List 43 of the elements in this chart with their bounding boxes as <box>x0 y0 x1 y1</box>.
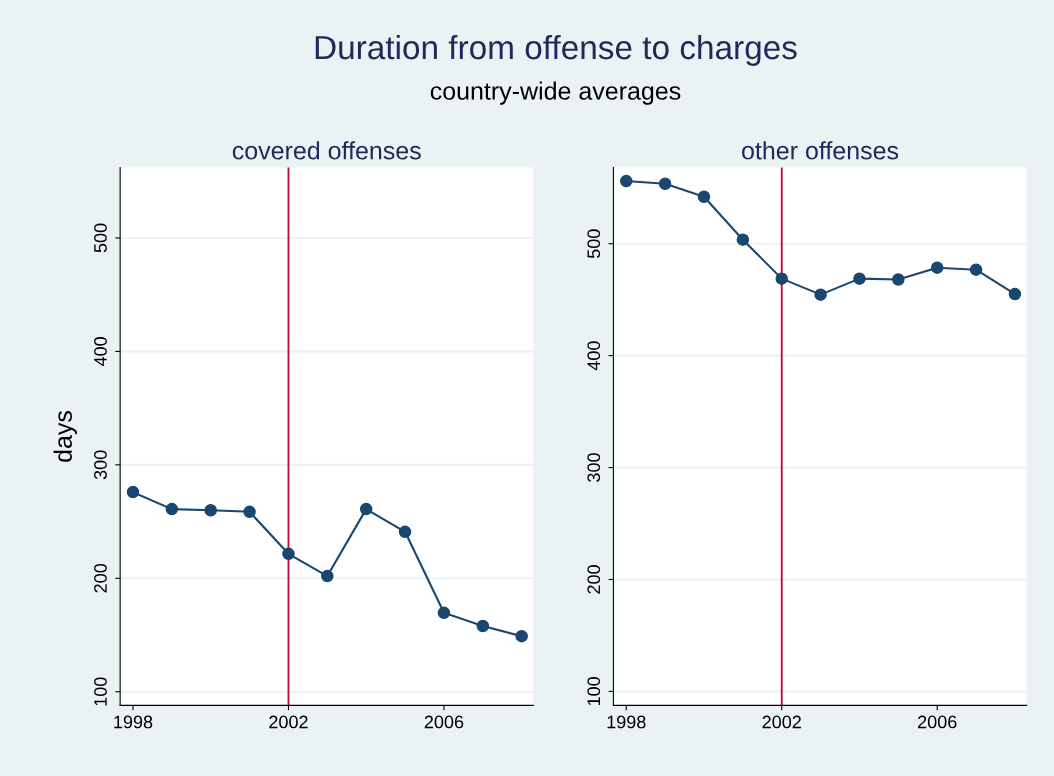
point <box>697 190 711 203</box>
x-tick-label: 1998 <box>114 715 153 729</box>
point <box>658 177 672 190</box>
point <box>165 502 179 516</box>
point <box>282 547 295 561</box>
x-tick-label: 2006 <box>424 715 464 729</box>
point <box>204 503 217 517</box>
y-tick-label: 500 <box>587 229 601 259</box>
point <box>126 485 140 499</box>
point <box>892 273 905 286</box>
point <box>969 263 983 276</box>
text: Duration from offense to charges <box>315 34 797 66</box>
point <box>476 619 490 633</box>
y-tick-label: 100 <box>94 677 107 706</box>
y-tick-label: 400 <box>587 341 601 371</box>
y-axis-title: days <box>53 411 77 462</box>
point <box>243 505 256 519</box>
point <box>359 502 373 516</box>
y-tick-label: 100 <box>587 677 601 706</box>
point <box>437 606 451 620</box>
point <box>930 261 944 274</box>
y-tick-label: 400 <box>94 337 107 367</box>
point <box>515 629 528 643</box>
x-tick-label: 2006 <box>918 715 957 729</box>
x-tick-label: 2002 <box>762 715 801 729</box>
x-tick-label: 2002 <box>269 715 308 729</box>
chart-title: covered offenses <box>232 141 421 160</box>
y-tick-label: 300 <box>94 450 107 480</box>
point <box>321 569 334 583</box>
point <box>398 525 412 539</box>
point <box>814 288 827 301</box>
point <box>853 272 866 285</box>
y-tick-label: 200 <box>94 563 107 593</box>
point <box>775 272 788 285</box>
point <box>736 233 750 246</box>
y-tick-label: 200 <box>587 565 601 594</box>
x-tick-label: 1998 <box>607 715 646 729</box>
chart-title: other offenses <box>742 141 899 160</box>
y-tick-label: 500 <box>94 223 107 253</box>
y-tick-label: 300 <box>587 453 601 482</box>
point <box>1008 287 1022 301</box>
text: country-wide averages <box>430 81 681 105</box>
point <box>620 174 633 188</box>
